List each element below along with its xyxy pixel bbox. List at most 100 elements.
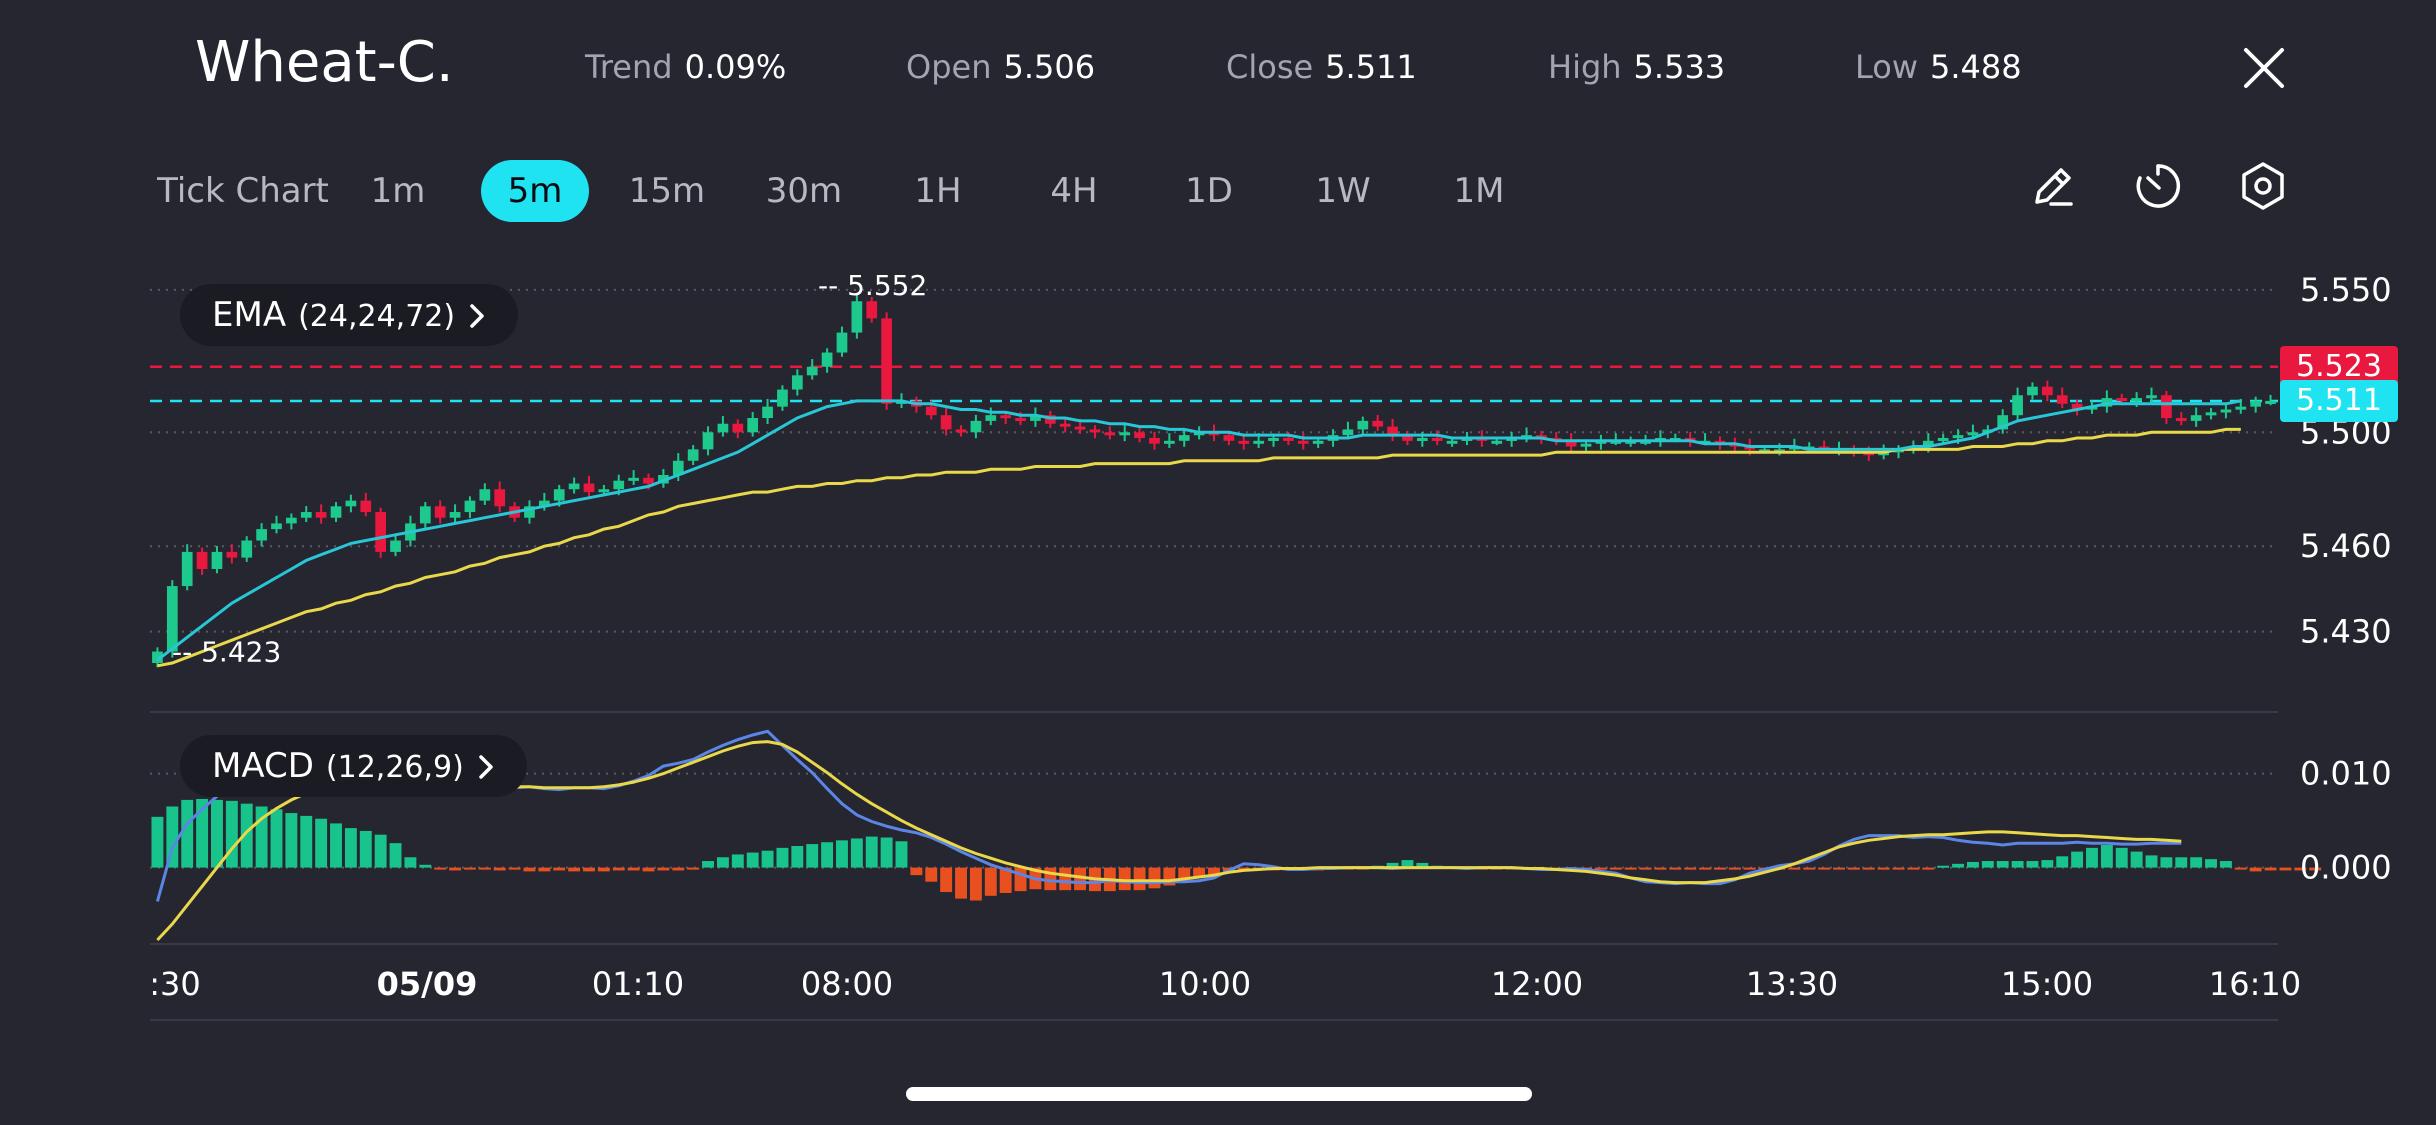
macd-histogram-bar <box>657 867 670 871</box>
macd-histogram-bar <box>940 867 953 893</box>
price-tick-label: 5.430 <box>2300 613 2392 651</box>
chevron-right-icon <box>470 304 484 328</box>
macd-histogram-bar <box>2234 867 2247 870</box>
time-axis-label: 05/09 <box>377 965 478 1003</box>
macd-histogram-bar <box>597 867 610 872</box>
candle-body <box>881 318 892 404</box>
macd-histogram-bar <box>2294 867 2307 871</box>
candle-body <box>1967 432 1979 436</box>
macd-histogram-bar <box>1654 867 1667 870</box>
candle-body <box>1357 420 1369 430</box>
draw-tool-button[interactable] <box>2027 160 2079 212</box>
candle-body <box>672 460 684 475</box>
ema-slow-line <box>157 427 2241 668</box>
macd-histogram-bar <box>523 867 536 872</box>
macd-histogram-bar <box>1208 867 1220 875</box>
time-axis-label: 10:00 <box>1159 965 1251 1003</box>
macd-histogram-bar <box>1133 867 1146 891</box>
macd-tick-label: 0.000 <box>2300 849 2392 887</box>
price-tag-current: 5.511 <box>2280 379 2398 422</box>
macd-histogram-bar <box>583 867 595 872</box>
settings-hexagon-icon <box>2242 162 2284 210</box>
tab-1m[interactable]: 1m <box>370 171 426 211</box>
time-axis-label: 08:00 <box>801 965 893 1003</box>
candle-body <box>1253 440 1265 444</box>
candle-body <box>1416 437 1428 441</box>
candle-body <box>1387 426 1398 436</box>
macd-histogram-bar <box>1416 862 1429 868</box>
macd-tick-label: 0.010 <box>2300 755 2392 793</box>
timer-button[interactable] <box>2132 160 2184 212</box>
macd-histogram-bar <box>151 816 164 868</box>
candle-body <box>1640 440 1651 444</box>
macd-histogram-bar <box>1952 863 1965 868</box>
candle-body <box>1283 437 1294 441</box>
macd-histogram-bar <box>255 806 268 868</box>
macd-histogram-bar <box>1074 867 1087 891</box>
candle-body <box>419 506 431 524</box>
macd-indicator-pill[interactable]: MACD (12,26,9) <box>180 735 527 797</box>
macd-histogram-bar <box>1044 867 1057 891</box>
candle-body <box>315 512 327 518</box>
tab-15m[interactable]: 15m <box>628 171 706 211</box>
candle-body <box>1312 440 1324 444</box>
macd-histogram-bar <box>821 842 834 868</box>
candle-body <box>1015 418 1026 422</box>
tab-4h[interactable]: 4H <box>1050 171 1098 211</box>
macd-histogram-bar <box>2130 851 2143 868</box>
stat-low-label: Low <box>1855 48 1919 86</box>
stat-close-value: 5.511 <box>1325 48 1417 86</box>
macd-histogram-bar <box>1669 867 1682 870</box>
stat-trend-label: Trend <box>585 48 673 86</box>
stat-trend-value: 0.09% <box>684 48 787 86</box>
candle-body <box>821 352 833 367</box>
candle-body <box>2235 406 2247 410</box>
candle-body <box>940 415 952 430</box>
stat-high: High 5.533 <box>1548 48 1725 86</box>
candle-body <box>791 375 803 390</box>
tab-tick-chart[interactable]: Tick Chart <box>157 171 329 211</box>
close-button[interactable] <box>2236 40 2292 96</box>
tab-5m[interactable]: 5m <box>481 160 589 222</box>
macd-histogram-bar <box>2115 847 2128 868</box>
candle-body <box>1119 432 1131 436</box>
candle-body <box>1149 437 1160 444</box>
tab-1w[interactable]: 1W <box>1315 171 1371 211</box>
macd-histogram-bar <box>1594 867 1607 870</box>
candle-body <box>1297 440 1309 444</box>
macd-histogram-bar <box>1877 867 1890 870</box>
candle-body <box>211 551 223 569</box>
candle-body <box>806 366 818 376</box>
macd-histogram-bar <box>196 798 209 868</box>
candle-body <box>345 500 357 507</box>
tab-1mo[interactable]: 1M <box>1453 171 1505 211</box>
candle-body <box>970 420 982 433</box>
macd-histogram-bar <box>553 867 566 871</box>
candle-body <box>300 512 312 518</box>
time-axis-label: 01:10 <box>592 965 684 1003</box>
ema-indicator-pill[interactable]: EMA (24,24,72) <box>180 284 518 346</box>
close-icon <box>2244 48 2284 88</box>
tab-1d[interactable]: 1D <box>1185 171 1233 211</box>
candle-body <box>1238 440 1250 444</box>
candle-body <box>196 551 208 569</box>
macd-histogram-bar <box>508 867 521 870</box>
candle-body <box>330 506 342 518</box>
macd-histogram-bar <box>1699 867 1712 870</box>
candle-body <box>553 489 565 501</box>
macd-histogram-bar <box>240 803 253 868</box>
candle-body <box>598 489 610 493</box>
macd-histogram-bar <box>374 834 387 868</box>
macd-histogram-bar <box>702 861 714 868</box>
settings-button[interactable] <box>2237 160 2289 212</box>
tab-30m[interactable]: 30m <box>765 171 843 211</box>
macd-histogram-bar <box>1163 867 1176 886</box>
candle-body <box>702 432 714 450</box>
high-annotation: -- 5.552 <box>818 269 927 302</box>
macd-histogram-bar <box>389 843 402 868</box>
tab-1h[interactable]: 1H <box>914 171 962 211</box>
macd-histogram-bar <box>2056 856 2069 868</box>
macd-histogram-bar <box>1059 867 1072 891</box>
candle-body <box>836 332 848 353</box>
